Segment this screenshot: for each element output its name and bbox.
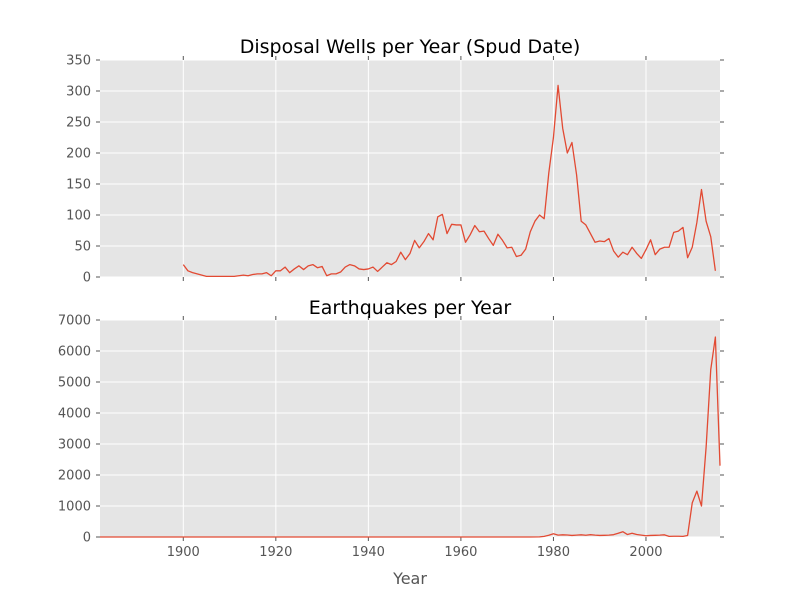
disposal-wells-chart: 0 50 100 150 200 250 300 350 Disposal Wells per… [66, 36, 724, 286]
series-layer [100, 336, 721, 538]
plot-area [100, 320, 720, 537]
y-tick-label: 200 [66, 147, 91, 162]
y-tick-label: 0 [83, 271, 91, 286]
chart-title: Disposal Wells per Year (Spud Date) [240, 36, 581, 58]
x-tick-label: 1980 [537, 545, 570, 560]
y-tick-label: 350 [66, 54, 91, 69]
y-tick-label: 3000 [58, 438, 91, 453]
y-ticks: 0 50 100 150 200 250 300 350 [66, 54, 724, 286]
y-tick-label: 50 [74, 240, 91, 255]
x-axis-label: Year [392, 569, 427, 588]
plot-area [100, 60, 720, 277]
x-tick-label: 1900 [167, 545, 200, 560]
y-ticks: 0 1000 2000 3000 4000 5000 6000 7000 [58, 314, 724, 546]
y-tick-label: 250 [66, 116, 91, 131]
y-tick-label: 100 [66, 209, 91, 224]
y-tick-label: 150 [66, 178, 91, 193]
y-tick-label: 0 [83, 531, 91, 546]
y-tick-label: 2000 [58, 469, 91, 484]
y-tick-label: 6000 [58, 345, 91, 360]
x-tick-label: 1960 [444, 545, 477, 560]
x-tick-label: 1920 [259, 545, 292, 560]
y-tick-label: 300 [66, 85, 91, 100]
y-tick-label: 5000 [58, 376, 91, 391]
chart-title: Earthquakes per Year [309, 297, 512, 319]
x-tick-label: 1940 [352, 545, 385, 560]
x-ticks [182, 56, 647, 281]
y-tick-label: 4000 [58, 407, 91, 422]
series-layer [182, 84, 717, 278]
series-line [182, 84, 717, 278]
y-tick-label: 1000 [58, 500, 91, 515]
series-line [100, 336, 721, 538]
x-ticks: 1900 1920 1940 1960 1980 2000 [167, 316, 663, 560]
grid-lines [100, 59, 720, 278]
y-tick-label: 7000 [58, 314, 91, 329]
x-tick-label: 2000 [629, 545, 662, 560]
